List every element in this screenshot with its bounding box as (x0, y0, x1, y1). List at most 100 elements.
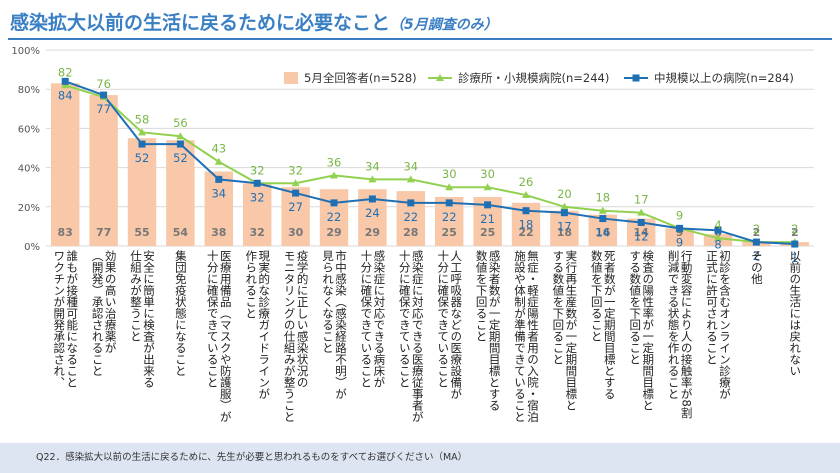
bar-value-label: 9 (676, 226, 684, 239)
hospital-point (676, 224, 684, 232)
hospital-value-label: 1 (791, 251, 798, 265)
clinic-value-label: 34 (403, 159, 418, 173)
chart-title-sub: （5月調査のみ） (390, 17, 498, 33)
x-tick-label: 市中感染（感染経路不明）が 見られなくなること (321, 250, 348, 400)
hospital-point (215, 175, 223, 183)
clinic-value-label: 2 (791, 222, 798, 236)
hospital-value-label: 24 (365, 206, 380, 220)
bar-value-label: 77 (96, 226, 111, 239)
clinic-value-label: 20 (557, 187, 572, 201)
clinic-value-label: 34 (365, 159, 380, 173)
bar (127, 138, 157, 246)
bar-value-label: 28 (403, 226, 418, 239)
x-tick-label: 初診を含むオンライン診療が 正式に許可されること (705, 250, 732, 400)
hospital-point (176, 140, 184, 148)
clinic-value-label: 30 (480, 167, 495, 181)
clinic-point (522, 191, 530, 199)
clinic-point (138, 128, 146, 136)
legend-swatch-bar (284, 72, 298, 84)
clinic-value-label: 58 (135, 112, 150, 126)
clinic-value-label: 2 (753, 222, 760, 236)
legend-marker-clinic (436, 74, 444, 81)
bar (204, 171, 234, 246)
clinic-value-label: 17 (634, 193, 649, 207)
hospital-value-label: 84 (58, 88, 73, 102)
bar-value-label: 83 (58, 226, 73, 239)
hospital-value-label: 77 (96, 102, 111, 116)
clinic-point (406, 175, 415, 183)
bar-value-label: 29 (365, 226, 380, 239)
hospital-value-label: 34 (211, 186, 226, 200)
clinic-series-line (64, 84, 795, 244)
clinic-value-label: 26 (519, 175, 534, 189)
hospital-value-label: 21 (480, 212, 495, 226)
bar (242, 183, 272, 246)
hospital-point (445, 199, 453, 207)
clinic-value-label: 82 (58, 65, 73, 79)
hospital-value-label: 52 (173, 151, 188, 165)
legend-label-clinic: 診療所・小規模病院(n=244) (458, 71, 609, 85)
x-tick-label: 実行再生産数が一定期間目標と する数値を下回ること (551, 250, 579, 411)
legend-label-bar: 5月全回答者(n=528) (304, 71, 417, 85)
chart-title: 感染拡大以前の生活に戻るために必要なこと（5月調査のみ） (10, 8, 498, 35)
hospital-value-label: 12 (634, 229, 649, 243)
hospital-point (637, 218, 645, 226)
hospital-point (292, 189, 300, 197)
x-tick-label: 無症・軽症陽性者用の入院・宿泊 施設や体制が準備できていること (513, 250, 540, 423)
hospital-point (484, 201, 492, 209)
x-tick-label: 感染症に対応できる病床が 十分に確保できていること (359, 250, 387, 388)
title-rule (8, 38, 832, 40)
hospital-value-label: 9 (676, 235, 683, 249)
hospital-point (61, 77, 69, 85)
x-tick-label: 安全に簡単に検査が出来る 仕組みが整うこと (129, 250, 156, 388)
x-tick-label: 死者数が一定期間目標とする 数値を下回ること (589, 250, 617, 400)
bar-value-label: 25 (480, 226, 495, 239)
bar (89, 95, 118, 246)
x-tick-label: 感染者数が一定期間目標とする 数値を下回ること (474, 250, 502, 411)
hospital-value-label: 22 (403, 210, 418, 224)
y-tick-label: 80% (18, 85, 40, 96)
hospital-value-label: 22 (442, 210, 457, 224)
x-tick-label: 行動変容により人の接触率が8割 削減できる状態を作れること (666, 250, 694, 419)
hospital-value-label: 14 (595, 226, 610, 240)
hospital-value-label: 27 (288, 200, 303, 214)
bar (665, 228, 694, 246)
hospital-value-label: 8 (714, 237, 721, 251)
bar-value-label: 14 (634, 226, 650, 239)
clinic-point (598, 206, 607, 214)
hospital-value-label: 52 (135, 151, 150, 165)
clinic-value-label: 32 (250, 163, 265, 177)
legend-marker-hospital (632, 74, 640, 82)
x-tick-label: 誰もが接種可能になること ワクチンが開発承認され、 (52, 250, 80, 388)
chart-title-main: 感染拡大以前の生活に戻るために必要なこと (10, 12, 391, 34)
clinic-value-label: 4 (714, 218, 721, 232)
clinic-value-label: 76 (96, 77, 111, 91)
bar (319, 189, 349, 246)
hospital-point (714, 226, 722, 234)
hospital-point (368, 195, 376, 203)
clinic-point (483, 183, 492, 191)
hospital-point (791, 240, 799, 248)
bar (281, 187, 310, 246)
x-tick-label: 検査の陽性率が一定期間目標と する数値を下回ること (628, 250, 656, 411)
clinic-value-label: 9 (676, 208, 683, 222)
y-tick-label: 60% (18, 124, 40, 135)
hospital-point (330, 199, 338, 207)
clinic-point (176, 132, 185, 140)
hospital-value-label: 17 (557, 220, 572, 234)
hospital-series-line (64, 80, 795, 246)
y-tick-label: 100% (11, 46, 40, 57)
clinic-value-label: 56 (173, 116, 188, 130)
chart-plot: 0%20%40%60%80%100%83 77 55 54 38 32 30 29 29 28 25… (11, 46, 814, 265)
hospital-value-label: 18 (519, 218, 534, 232)
legend-label-hospital: 中規模以上の病院(n=284) (654, 71, 794, 85)
x-tick-label: 医療用備品（マスクや防護服）が 十分に確保できていること (205, 250, 233, 423)
bar-value-label: 30 (288, 226, 304, 239)
footnote: Q22．感染拡大以前の生活に戻るために、先生が必要と思われるものをすべてお選びく… (0, 443, 840, 473)
bar (550, 210, 579, 246)
hospital-point (407, 199, 415, 207)
clinic-value-label: 36 (327, 155, 342, 169)
x-tick-label: 疫学的に正しい感染状況の モニタリングの仕組みが整うこと (282, 250, 310, 423)
bar-value-label: 29 (326, 226, 341, 239)
clinic-value-label: 43 (211, 142, 226, 156)
